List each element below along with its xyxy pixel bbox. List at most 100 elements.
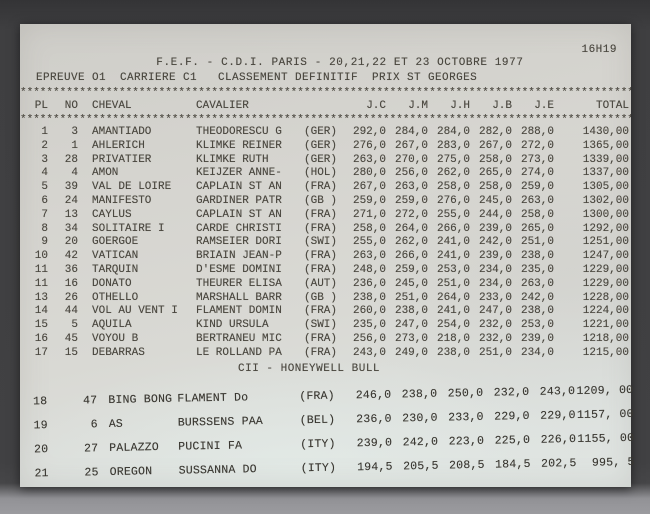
cell-judge-e: 226,0 <box>540 432 577 447</box>
cell-judge-c: 271,0 <box>352 208 386 221</box>
cell-judge-h: 241,0 <box>436 236 470 249</box>
cell-total: 995, 5 <box>591 455 635 470</box>
cell-judge-b: 229,0 <box>494 409 530 424</box>
cell-judge-m: 266,0 <box>394 250 428 263</box>
cell-place: 19 <box>33 418 48 432</box>
cell-number: 26 <box>64 291 78 304</box>
cell-judge-h: 264,0 <box>436 291 470 304</box>
cell-judge-m: 263,0 <box>394 181 428 194</box>
cell-judge-b: 225,0 <box>494 433 531 448</box>
cell-judge-m: 267,0 <box>394 139 428 152</box>
cell-judge-h: 250,0 <box>447 386 484 401</box>
cell-nation: (ITY) <box>300 461 337 475</box>
cell-nation: (FRA) <box>304 181 338 194</box>
cell-horse: SOLITAIRE I <box>92 222 165 235</box>
cell-judge-b: 242,0 <box>478 236 512 249</box>
cell-total: 1229,00 <box>582 277 629 290</box>
cell-judge-h: 223,0 <box>448 434 485 449</box>
cell-judge-m: 284,0 <box>394 126 428 138</box>
cell-number: 3 <box>71 126 78 138</box>
cell-rider: PUCINI FA <box>178 438 243 454</box>
cell-number: 6 <box>90 417 98 431</box>
cell-judge-b: 282,0 <box>478 126 512 138</box>
cell-judge-m: 272,0 <box>394 208 428 221</box>
cell-nation: (GER) <box>304 126 338 138</box>
cell-judge-m: 245,0 <box>394 277 428 290</box>
cell-rider: LE ROLLAND PA <box>196 346 282 359</box>
document-title: F.E.F. - C.D.I. PARIS - 20,21,22 ET 23 O… <box>156 57 524 69</box>
cell-rider: RAMSEIER DORI <box>196 236 282 249</box>
cell-judge-h: 266,0 <box>436 222 470 235</box>
cell-judge-b: 247,0 <box>478 305 512 318</box>
cell-judge-b: 232,0 <box>478 319 512 332</box>
cell-judge-c: 239,0 <box>356 436 393 450</box>
cell-nation: (FRA) <box>304 250 338 263</box>
cell-nation: (GB ) <box>304 194 338 207</box>
cell-judge-c: 236,0 <box>352 277 386 290</box>
cell-place: 7 <box>41 208 48 221</box>
cell-judge-m: 238,0 <box>401 387 438 401</box>
cell-number: 25 <box>84 465 99 480</box>
cell-nation: (GB ) <box>304 291 338 304</box>
cell-horse: AHLERICH <box>92 139 145 152</box>
cell-judge-m: 256,0 <box>394 167 428 180</box>
cell-place: 8 <box>41 222 48 235</box>
cell-total: 1155, 00 <box>577 431 635 446</box>
cell-horse: AMON <box>92 167 119 180</box>
cell-judge-b: 258,0 <box>478 181 512 194</box>
table-row: 17 15 DEBARRAS LE ROLLAND PA (FRA) 243,0… <box>20 347 631 361</box>
cell-place: 13 <box>34 291 48 304</box>
cell-total: 1221,00 <box>582 319 629 332</box>
cell-place: 4 <box>41 167 48 180</box>
cell-nation: (SWI) <box>304 236 338 249</box>
cell-rider: BERTRANEU MIC <box>196 332 282 345</box>
cell-judge-b: 245,0 <box>478 194 512 207</box>
cell-horse: VOYOU B <box>92 332 139 345</box>
cell-judge-e: 235,0 <box>520 263 554 276</box>
cell-number: 44 <box>64 305 78 318</box>
table-row: 14 44 VOL AU VENT I FLAMENT DOMIN (FRA) … <box>20 305 631 319</box>
cell-horse: MANIFESTO <box>92 194 152 207</box>
cell-total: 1224,00 <box>582 305 629 318</box>
cell-horse: DONATO <box>92 277 132 290</box>
cell-judge-c: 280,0 <box>352 167 386 180</box>
cell-judge-e: 272,0 <box>520 139 554 152</box>
table-row: 11 16 DONATO THEURER ELISA (AUT) 236,0 2… <box>20 278 631 292</box>
cell-nation: (FRA) <box>299 389 335 403</box>
cell-total: 1300,00 <box>582 208 629 221</box>
header-judge-h: J.H <box>450 100 470 112</box>
cell-rider: CAPLAIN ST AN <box>196 181 282 194</box>
cell-nation: (FRA) <box>304 222 338 235</box>
cell-rider: SUSSANNA DO <box>178 462 257 478</box>
cell-judge-b: 239,0 <box>478 222 512 235</box>
table-header: PL NO CHEVAL CAVALIER J.C J.M J.H J.B J.… <box>20 100 631 113</box>
cell-judge-h: 218,0 <box>436 332 470 345</box>
cell-nation: (ITY) <box>300 437 336 451</box>
cell-judge-h: 284,0 <box>436 126 470 138</box>
cell-judge-m: 238,0 <box>394 305 428 318</box>
cell-horse: AS <box>108 417 124 431</box>
cell-total: 1302,00 <box>582 194 629 207</box>
cell-horse: OTHELLO <box>92 291 139 304</box>
cell-rider: FLAMENT DOMIN <box>196 305 282 318</box>
table-row: 7 13 CAYLUS CAPLAIN ST AN (FRA) 271,0 27… <box>20 209 631 223</box>
cell-judge-c: 260,0 <box>352 305 386 318</box>
cell-number: 16 <box>64 277 78 290</box>
cell-total: 1365,00 <box>582 139 629 152</box>
cell-judge-m: 242,0 <box>402 435 439 449</box>
cell-rider: THEODORESCU G <box>196 126 282 138</box>
cell-place: 10 <box>34 250 48 263</box>
cell-nation: (HOL) <box>304 167 338 180</box>
cell-nation: (GER) <box>304 153 338 166</box>
cell-horse: VOL AU VENT I <box>92 305 178 318</box>
cell-horse: AMANTIADO <box>92 126 152 138</box>
header-horse: CHEVAL <box>92 100 132 112</box>
header-place: PL <box>34 100 48 112</box>
cell-judge-h: 283,0 <box>436 139 470 152</box>
cell-total: 1228,00 <box>582 291 629 304</box>
cell-rider: KLIMKE RUTH <box>196 153 269 166</box>
cell-total: 1251,00 <box>582 236 629 249</box>
cell-rider: BURSSENS PAA <box>177 414 264 430</box>
cell-rider: D'ESME DOMINI <box>196 263 282 276</box>
